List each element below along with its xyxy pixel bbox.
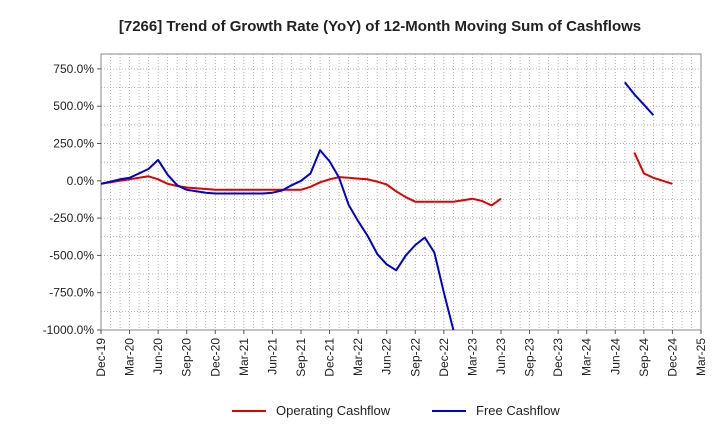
x-tick-label: Mar-21 [237, 338, 251, 376]
chart-title: [7266] Trend of Growth Rate (YoY) of 12-… [119, 18, 641, 35]
x-tick-label: Sep-22 [408, 338, 422, 377]
x-tick-label: Sep-20 [180, 338, 194, 377]
plot-frame [100, 53, 702, 331]
x-tick-label: Dec-20 [208, 338, 222, 377]
y-tick-label: -500.0% [49, 248, 94, 262]
x-tick-label: Sep-21 [294, 338, 308, 377]
y-tick-label: -250.0% [49, 211, 94, 225]
y-tick-label: 500.0% [53, 99, 94, 113]
x-tick-label: Dec-22 [437, 338, 451, 377]
legend-label: Free Cashflow [476, 403, 560, 418]
x-tick-label: Jun-20 [151, 338, 165, 375]
x-tick-label: Jun-21 [265, 338, 279, 375]
x-tick-label: Jun-23 [494, 338, 508, 375]
y-axis: 750.0% 500.0% 250.0% 0.0% -250.0% -500.0% -750… [43, 62, 101, 337]
series-line [100, 149, 455, 331]
x-tick-label: Mar-24 [580, 338, 594, 376]
x-tick-label: Dec-19 [94, 338, 108, 377]
legend: Operating Cashflow Free Cashflow [232, 403, 560, 418]
x-tick-label: Mar-23 [465, 338, 479, 376]
series-line [624, 81, 655, 116]
series-lines [100, 81, 673, 331]
legend-label: Operating Cashflow [276, 403, 391, 418]
x-tick-label: Dec-23 [551, 338, 565, 377]
y-tick-label: 750.0% [53, 62, 94, 76]
x-tick-label: Jun-22 [380, 338, 394, 375]
x-tick-label: Dec-24 [665, 338, 679, 377]
x-tick-label: Mar-25 [694, 338, 708, 376]
x-tick-label: Jun-24 [608, 338, 622, 375]
x-tick-label: Dec-21 [323, 338, 337, 377]
x-axis: Dec-19 Mar-20 Jun-20 Sep-20 Dec-20 Mar-21 Jun-… [94, 330, 708, 377]
series-line [633, 152, 673, 185]
x-tick-label: Sep-24 [637, 338, 651, 377]
x-tick-label: Mar-20 [123, 338, 137, 376]
y-tick-label: -1000.0% [43, 323, 95, 337]
grid [101, 54, 701, 330]
y-tick-label: -750.0% [49, 286, 94, 300]
y-tick-label: 0.0% [67, 174, 95, 188]
y-tick-label: 250.0% [53, 137, 94, 151]
x-tick-label: Sep-23 [523, 338, 537, 377]
series-line [100, 175, 502, 207]
x-tick-label: Mar-22 [351, 338, 365, 376]
